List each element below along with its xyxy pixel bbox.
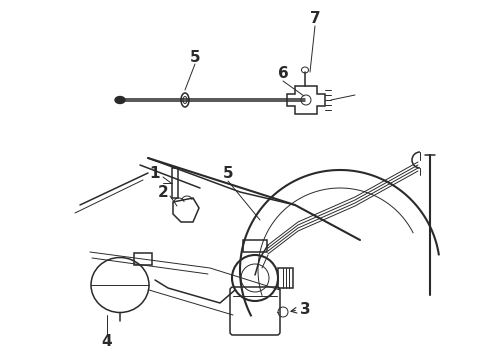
Text: 6: 6 bbox=[278, 66, 289, 81]
Text: 4: 4 bbox=[102, 334, 112, 350]
Text: 1: 1 bbox=[150, 166, 160, 180]
Text: 3: 3 bbox=[300, 302, 310, 318]
Text: 5: 5 bbox=[222, 166, 233, 180]
Text: 2: 2 bbox=[158, 185, 169, 199]
Text: 7: 7 bbox=[310, 10, 320, 26]
Ellipse shape bbox=[115, 96, 125, 104]
Text: 5: 5 bbox=[190, 50, 200, 64]
